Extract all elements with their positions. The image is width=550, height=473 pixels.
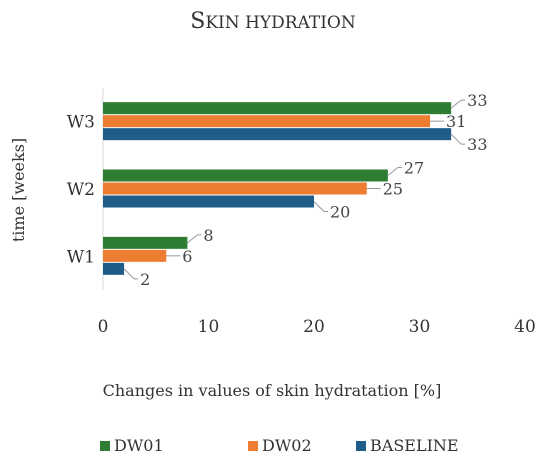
- legend-swatch-dw01: [100, 441, 110, 451]
- x-tick-10: 10: [198, 317, 220, 337]
- leader-line-baseline-w1: [123, 268, 139, 280]
- legend-label-dw01: DW01: [114, 436, 164, 455]
- x-tick-30: 30: [409, 317, 431, 337]
- data-label-dw01-w1: 8: [203, 226, 213, 245]
- data-label-dw02-w2: 25: [383, 180, 403, 199]
- x-tick-0: 0: [98, 317, 109, 337]
- legend-label-dw02: DW02: [262, 436, 312, 455]
- bar-dw01-w1: [103, 236, 188, 249]
- leader-line-dw01-w2: [387, 167, 402, 176]
- x-ticks-group: 0 10 20 30 40: [98, 317, 536, 337]
- category-tick-w3: W3: [67, 113, 95, 133]
- chart-title: SKIN HYDRATION: [190, 9, 356, 34]
- data-label-baseline-w2: 20: [330, 203, 350, 222]
- legend-swatch-dw02: [248, 441, 258, 451]
- bar-dw02-w2: [103, 182, 367, 195]
- data-label-dw02-w3: 31: [446, 112, 466, 131]
- leader-line-dw01-w3: [450, 99, 466, 109]
- leader-line-baseline-w2: [313, 201, 328, 212]
- data-label-baseline-w1: 2: [140, 270, 150, 289]
- x-axis-label: Changes in values of skin hydratation [%…: [103, 381, 442, 400]
- bar-dw01-w2: [103, 169, 388, 182]
- leader-line-dw01-w1: [187, 234, 202, 244]
- bar-dw02-w1: [103, 249, 167, 262]
- bar-baseline-w3: [103, 128, 452, 141]
- leader-line-baseline-w3: [450, 133, 466, 145]
- data-label-dw01-w2: 27: [404, 159, 424, 178]
- data-label-baseline-w3: 33: [467, 135, 487, 154]
- data-label-dw02-w1: 6: [182, 247, 192, 266]
- y-axis-label: time [weeks]: [9, 138, 28, 242]
- bar-dw02-w3: [103, 115, 431, 128]
- category-tick-w2: W2: [67, 180, 95, 200]
- legend-swatch-baseline: [356, 441, 366, 451]
- data-label-dw01-w3: 33: [467, 91, 487, 110]
- bars-group: [103, 102, 452, 275]
- bar-baseline-w1: [103, 262, 125, 275]
- category-tick-w1: W1: [67, 247, 95, 267]
- category-ticks-group: W1 W2 W3: [67, 113, 95, 268]
- x-tick-20: 20: [303, 317, 325, 337]
- legend-label-baseline: BASELINE: [370, 436, 459, 455]
- bar-dw01-w3: [103, 102, 452, 115]
- x-tick-40: 40: [514, 317, 536, 337]
- legend: DW01 DW02 BASELINE: [100, 436, 459, 455]
- bar-baseline-w2: [103, 195, 314, 208]
